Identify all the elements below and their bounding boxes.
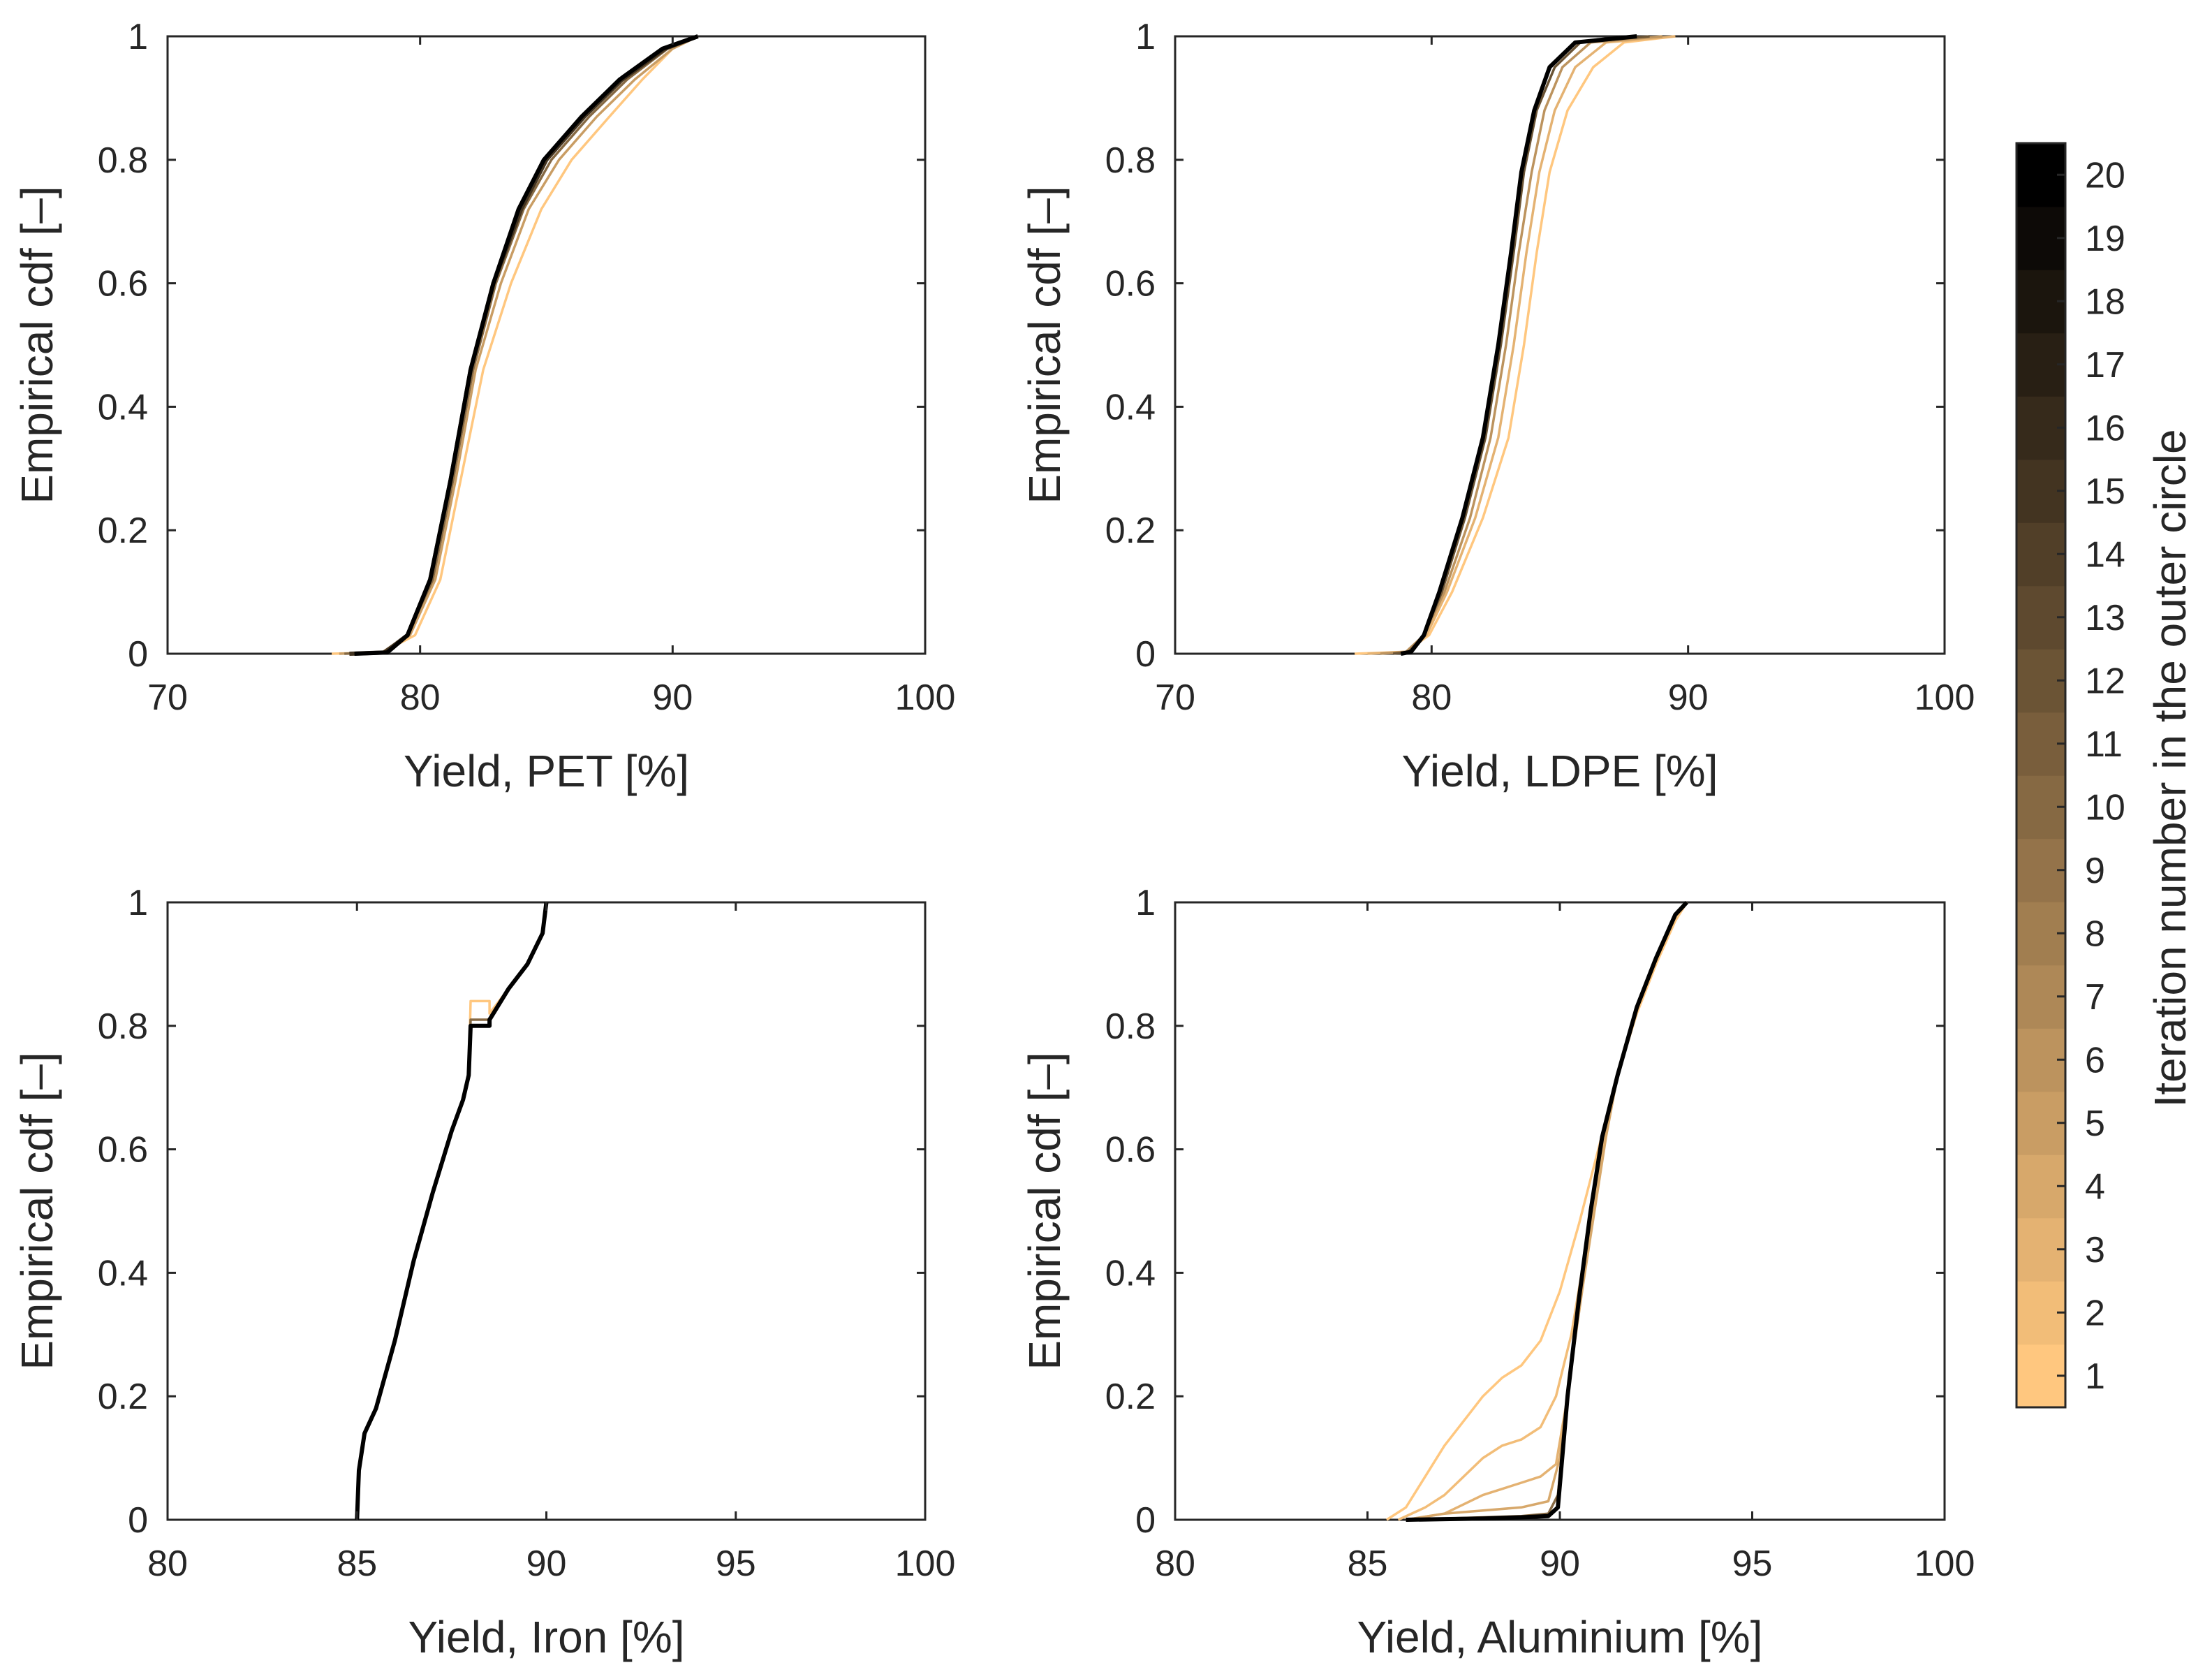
x-tick-label: 100: [1915, 1544, 1975, 1584]
colorbar-frame: [2015, 142, 2067, 1409]
colorbar-tick-label: 16: [2085, 408, 2125, 448]
colorbar-tick-label: 17: [2085, 345, 2125, 386]
colorbar-tick-label: 3: [2085, 1230, 2105, 1270]
y-axis-label: Empirical cdf [–]: [12, 186, 62, 504]
x-tick-label: 90: [1540, 1544, 1580, 1584]
y-tick-label: 0.6: [1105, 1130, 1156, 1171]
colorbar-tick-label: 8: [2085, 914, 2105, 954]
series-line-iteration-20: [355, 902, 549, 1520]
y-tick-label: 0.4: [98, 1253, 148, 1293]
y-tick-label: 0: [1135, 1500, 1156, 1541]
y-tick-label: 0.2: [1105, 511, 1156, 551]
plot-area: [166, 35, 927, 655]
x-tick-label: 70: [1155, 677, 1195, 718]
x-tick-label: 70: [147, 677, 188, 718]
colorbar-label: Iteration number in the outer circle: [2145, 429, 2195, 1107]
series-line-iteration-20: [1406, 900, 1688, 1522]
y-axis-label: Empirical cdf [–]: [1019, 186, 1070, 504]
x-axis-label: Yield, PET [%]: [404, 746, 689, 796]
plot-area: [166, 901, 927, 1521]
x-tick-label: 100: [1915, 677, 1975, 718]
x-axis-label: Yield, LDPE [%]: [1402, 746, 1718, 796]
x-axis-label: Yield, Aluminium [%]: [1357, 1612, 1763, 1662]
x-tick-label: 95: [1732, 1544, 1773, 1584]
series-line-iteration-1: [1386, 902, 1688, 1521]
y-tick-label: 0.4: [98, 387, 148, 427]
plot-area: [1174, 901, 1946, 1521]
panel-pet: 70 80 90 100 0 0.2 0.4 0.6 0.8 1 Yield, PET [%] Emp…: [12, 17, 955, 796]
y-tick-label: 0: [1135, 634, 1156, 675]
y-tick-label: 1: [128, 17, 148, 57]
y-tick-label: 0.2: [98, 1377, 148, 1417]
colorbar-tick-label: 10: [2085, 787, 2125, 828]
colorbar-tick-label: 14: [2085, 534, 2125, 575]
colorbar: Iteration number in the outer circle 123…: [2015, 142, 2195, 1409]
x-tick-label: 80: [1411, 677, 1452, 718]
colorbar-tick-label: 1: [2085, 1356, 2105, 1397]
y-tick-label: 0.6: [98, 264, 148, 305]
panel-aluminium: 80 85 90 95 100 0 0.2 0.4 0.6 0.8 1 Yield, Aluminiu…: [1019, 883, 1975, 1662]
colorbar-tick-label: 2: [2085, 1293, 2105, 1333]
x-tick-label: 90: [526, 1544, 567, 1584]
colorbar-tick-label: 20: [2085, 155, 2125, 196]
series-line-iteration-5: [339, 35, 699, 655]
colorbar-tick-label: 5: [2085, 1104, 2105, 1144]
x-tick-label: 90: [652, 677, 693, 718]
x-tick-label: 80: [147, 1544, 188, 1584]
colorbar-tick-label: 11: [2085, 724, 2123, 765]
colorbar-tick-label: 9: [2085, 851, 2105, 891]
y-tick-label: 1: [128, 883, 148, 923]
panel-ldpe: 70 80 90 100 0 0.2 0.4 0.6 0.8 1 Yield, LDPE [%] Em…: [1019, 17, 1975, 796]
series-line-iteration-20: [354, 34, 699, 656]
colorbar-tick-label: 6: [2085, 1040, 2105, 1080]
colorbar-tick-label: 7: [2085, 977, 2105, 1018]
y-tick-label: 0.2: [1105, 1377, 1156, 1417]
series-line-iteration-3: [1367, 35, 1676, 655]
y-tick-label: 0: [128, 634, 148, 675]
y-tick-label: 0.8: [1105, 1006, 1156, 1047]
colorbar-tick-label: 4: [2085, 1166, 2105, 1207]
y-axis-label: Empirical cdf [–]: [1019, 1052, 1070, 1370]
x-tick-label: 80: [400, 677, 441, 718]
y-axis-label: Empirical cdf [–]: [12, 1052, 62, 1370]
x-axis-label: Yield, Iron [%]: [408, 1612, 684, 1662]
colorbar-tick-label: 18: [2085, 281, 2125, 322]
colorbar-tick-label: 19: [2085, 219, 2125, 259]
colorbar-tick-label: 13: [2085, 598, 2125, 638]
y-tick-label: 0.2: [98, 511, 148, 551]
y-tick-label: 0.6: [98, 1130, 148, 1171]
y-tick-label: 0.8: [1105, 140, 1156, 181]
y-tick-label: 1: [1135, 17, 1156, 57]
y-tick-label: 0.8: [98, 1006, 148, 1047]
colorbar-tick-label: 12: [2085, 661, 2125, 701]
x-tick-label: 100: [895, 1544, 956, 1584]
x-tick-label: 80: [1155, 1544, 1195, 1584]
x-tick-label: 100: [895, 677, 956, 718]
y-tick-label: 1: [1135, 883, 1156, 923]
plot-area: [1174, 35, 1946, 655]
colorbar-tick-label: 15: [2085, 471, 2125, 512]
x-tick-label: 90: [1668, 677, 1709, 718]
series-line-iteration-20: [1400, 34, 1637, 656]
y-tick-label: 0.4: [1105, 387, 1156, 427]
series-line-iteration-1: [332, 35, 699, 655]
y-tick-label: 0: [128, 1500, 148, 1541]
series-line-iteration-1: [1355, 35, 1676, 655]
x-tick-label: 95: [716, 1544, 756, 1584]
y-tick-label: 0.4: [1105, 1253, 1156, 1293]
panel-iron: 80 85 90 95 100 0 0.2 0.4 0.6 0.8 1 Yield, Iron [%]…: [12, 883, 955, 1662]
x-tick-label: 85: [337, 1544, 377, 1584]
y-tick-label: 0.8: [98, 140, 148, 181]
y-tick-label: 0.6: [1105, 264, 1156, 305]
x-tick-label: 85: [1348, 1544, 1388, 1584]
